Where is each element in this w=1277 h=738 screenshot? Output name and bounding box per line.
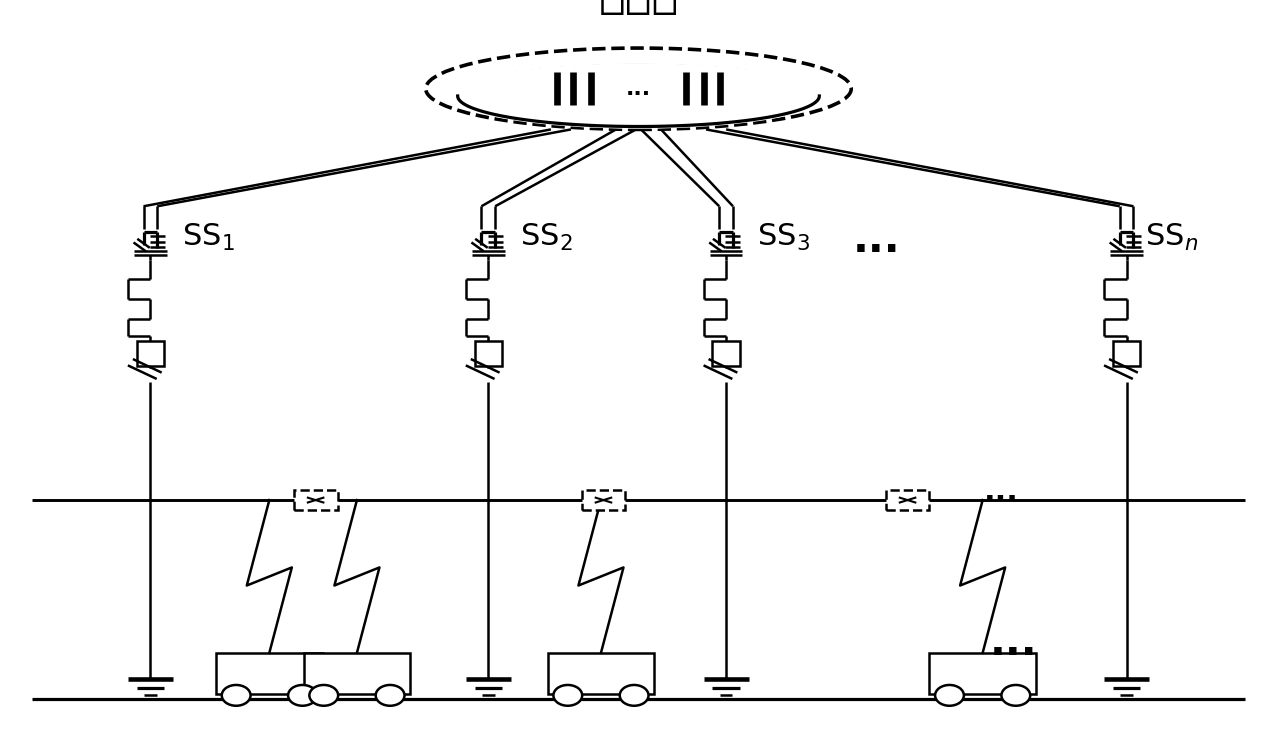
Text: $\mathrm{SS}_{1}$: $\mathrm{SS}_{1}$ (181, 222, 235, 253)
Bar (713, 341, 739, 366)
Circle shape (1001, 685, 1031, 706)
Bar (886, 490, 930, 510)
Text: ···: ··· (985, 486, 1019, 514)
Circle shape (375, 685, 405, 706)
Circle shape (222, 685, 250, 706)
Bar (1112, 341, 1140, 366)
Bar (930, 653, 1036, 694)
Text: ···: ··· (853, 230, 900, 272)
Text: ...: ... (626, 79, 651, 99)
Circle shape (309, 685, 338, 706)
Bar (548, 653, 654, 694)
Circle shape (289, 685, 317, 706)
Bar (581, 490, 626, 510)
Bar (137, 341, 165, 366)
Text: 变电站: 变电站 (599, 0, 678, 16)
Text: ···: ··· (990, 632, 1038, 675)
Circle shape (619, 685, 649, 706)
Ellipse shape (425, 48, 852, 129)
Circle shape (935, 685, 964, 706)
Text: $\mathrm{SS}_{2}$: $\mathrm{SS}_{2}$ (520, 222, 572, 253)
Bar (475, 341, 502, 366)
Bar (294, 490, 337, 510)
Ellipse shape (451, 63, 826, 128)
Bar (216, 653, 323, 694)
Circle shape (553, 685, 582, 706)
Text: $\mathrm{SS}_{n}$: $\mathrm{SS}_{n}$ (1145, 222, 1198, 253)
Bar (304, 653, 410, 694)
Text: $\mathrm{SS}_{3}$: $\mathrm{SS}_{3}$ (757, 222, 811, 253)
